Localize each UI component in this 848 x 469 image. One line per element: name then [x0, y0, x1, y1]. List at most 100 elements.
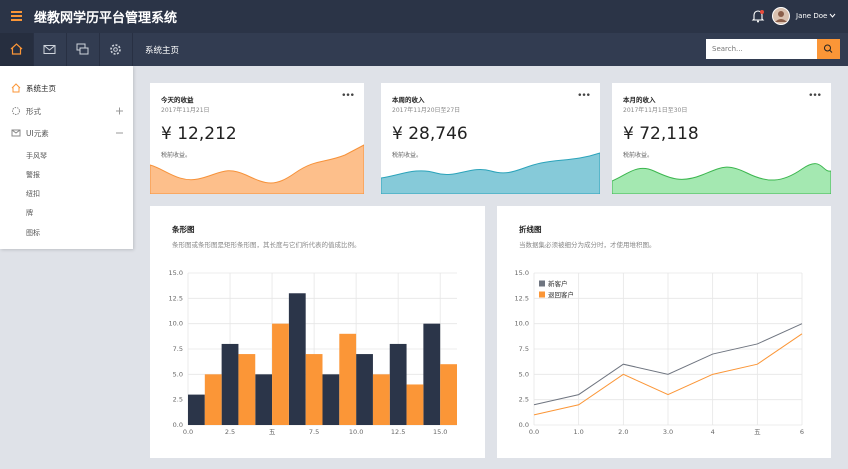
y-tick-label: 10.0 [515, 320, 529, 328]
submenu-item[interactable]: 手风琴 [26, 152, 47, 160]
y-tick-label: 0.0 [173, 421, 183, 429]
menu-item[interactable]: UI元素 [26, 129, 49, 138]
card-date: 2017年11月21日 [161, 107, 210, 114]
more-button[interactable]: ••• [341, 91, 355, 101]
line [533, 323, 803, 406]
submenu-item[interactable]: 牌 [26, 209, 33, 217]
sidebar: 系统主页 形式 UI元素 手风琴 警报 纽扣 牌 图标 [0, 66, 133, 249]
card-note: 税前收益。 [392, 152, 423, 159]
wave [381, 152, 600, 194]
home-tab[interactable] [0, 33, 34, 66]
x-tick-label: 五 [269, 428, 276, 436]
bar [255, 374, 273, 425]
bar [305, 354, 323, 425]
expand-icon[interactable] [116, 107, 124, 115]
x-tick-label: 3.0 [663, 428, 673, 436]
bar [440, 364, 457, 425]
card-amount: ¥ 12,212 [161, 124, 237, 144]
legend-label: 退回客户 [548, 290, 574, 299]
card-note: 税前收益。 [161, 152, 192, 159]
submenu-item[interactable]: 图标 [26, 229, 40, 237]
avatar[interactable] [772, 7, 790, 25]
mail-tab[interactable] [33, 33, 67, 66]
x-tick-label: 12.5 [391, 428, 405, 436]
y-tick-label: 2.5 [519, 396, 529, 404]
card-date: 2017年11月1日至30日 [623, 107, 688, 114]
y-tick-label: 7.5 [173, 345, 183, 353]
chart-subtitle: 当数据集必须被细分为成分时，才使用堆积图。 [519, 240, 656, 249]
x-tick-label: 6 [800, 428, 804, 436]
x-tick-label: 五 [754, 428, 761, 436]
bar [322, 374, 340, 425]
y-tick-label: 7.5 [519, 345, 529, 353]
y-tick-label: 12.5 [169, 294, 183, 302]
card-amount: ¥ 28,746 [392, 124, 468, 144]
search-input[interactable]: Search... [706, 39, 817, 59]
card-note: 税前收益。 [623, 152, 654, 159]
bar [423, 323, 441, 425]
x-tick-label: 15.0 [433, 428, 447, 436]
gear-icon [12, 107, 20, 115]
legend-label: 新客户 [548, 279, 568, 288]
chart-subtitle: 条形图或条形图是矩形条形图，其长度与它们所代表的值成比例。 [172, 240, 361, 249]
y-tick-label: 12.5 [515, 294, 529, 302]
submenu-item[interactable]: 警报 [26, 171, 40, 179]
x-tick-label: 2.5 [225, 428, 235, 436]
more-button[interactable]: ••• [577, 91, 591, 101]
line [533, 333, 803, 416]
stat-card: 今天的收益 2017年11月21日 ¥ 12,212 税前收益。 ••• [150, 83, 364, 194]
user-name[interactable]: Jane Doe [796, 12, 828, 20]
bar [288, 293, 306, 425]
bar [389, 343, 407, 425]
nav-bar: 系统主页 Search... [0, 33, 848, 66]
chevron[interactable] [829, 13, 836, 19]
x-tick-label: 10.0 [349, 428, 363, 436]
box-icon [11, 129, 21, 137]
search-button[interactable] [817, 39, 840, 59]
bell-icon[interactable] [751, 9, 765, 23]
app-title: 继教网学历平台管理系统 [34, 11, 178, 26]
tab-title: 系统主页 [145, 46, 180, 56]
line-chart: 折线图 当数据集必须被细分为成分时，才使用堆积图。 0.0 2.5 5.0 7.5 10… [515, 224, 805, 436]
stat-card: 本月的收入 2017年11月1日至30日 ¥ 72,118 税前收益。 ••• [612, 83, 831, 194]
y-tick-label: 10.0 [169, 320, 183, 328]
y-tick-label: 0.0 [519, 421, 529, 429]
chat-tab[interactable] [66, 33, 100, 66]
y-tick-label: 15.0 [515, 269, 529, 277]
x-tick-label: 0.0 [529, 428, 539, 436]
home-icon [11, 83, 21, 93]
chart-title: 条形图 [171, 224, 195, 234]
top-bar: 继教网学历平台管理系统 Jane Doe [0, 0, 848, 33]
menu-item[interactable]: 形式 [26, 107, 41, 116]
bar [221, 343, 239, 425]
card-date: 2017年11月20日至27日 [392, 107, 461, 114]
x-tick-label: 2.0 [618, 428, 628, 436]
legend-swatch [539, 280, 545, 287]
submenu-item[interactable]: 纽扣 [26, 190, 40, 198]
chart-card: 条形图 条形图或条形图是矩形条形图，其长度与它们所代表的值成比例。 0.0 2.5… [150, 206, 485, 458]
x-tick-label: 7.5 [309, 428, 319, 436]
bar [356, 354, 373, 425]
bar [372, 374, 390, 425]
bar [204, 374, 222, 425]
bar-chart: 条形图 条形图或条形图是矩形条形图，其长度与它们所代表的值成比例。 0.0 2.5… [169, 224, 457, 436]
settings-tab[interactable] [99, 33, 133, 66]
stat-card: 本周的收入 2017年11月20日至27日 ¥ 28,746 税前收益。 ••• [381, 83, 600, 194]
bar [272, 323, 289, 425]
y-tick-label: 2.5 [173, 396, 183, 404]
bar [339, 333, 357, 425]
collapse-icon[interactable] [116, 129, 124, 137]
card-title: 今天的收益 [161, 96, 194, 104]
chart-card: 折线图 当数据集必须被细分为成分时，才使用堆积图。 0.0 2.5 5.0 7.5 10… [497, 206, 831, 458]
menu-icon[interactable] [11, 11, 23, 22]
wave [612, 163, 831, 194]
x-tick-label: 1.0 [573, 428, 583, 436]
chart-title: 折线图 [519, 224, 542, 234]
bar [238, 354, 256, 425]
legend-swatch [539, 291, 545, 298]
more-button[interactable]: ••• [808, 91, 822, 101]
menu-item[interactable]: 系统主页 [26, 84, 56, 93]
card-title: 本月的收入 [623, 96, 656, 104]
card-amount: ¥ 72,118 [623, 124, 699, 144]
